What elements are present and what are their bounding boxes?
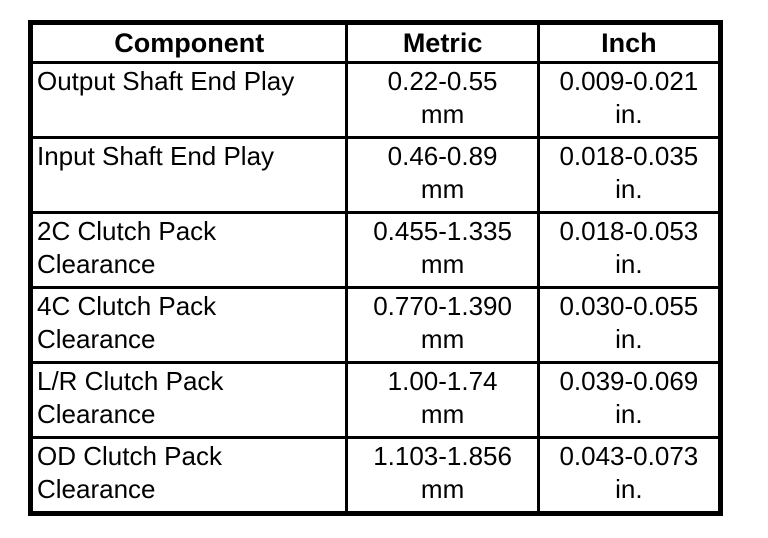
component-label: 2C Clutch Pack Clearance (37, 216, 217, 279)
table-row: L/R Clutch Pack Clearance 1.00-1.74 mm 0… (28, 361, 723, 439)
component-label: OD Clutch Pack Clearance (37, 441, 222, 504)
metric-value: 0.46-0.89 (387, 141, 498, 171)
component-cell: Output Shaft End Play (28, 61, 349, 139)
component-cell: OD Clutch Pack Clearance (28, 436, 349, 515)
component-cell: 2C Clutch Pack Clearance (28, 211, 349, 289)
inch-cell: 0.009-0.021 in. (536, 61, 723, 139)
metric-unit: mm (420, 474, 465, 504)
inch-cell: 0.018-0.053 in. (536, 211, 723, 289)
column-header-metric: Metric (345, 21, 540, 64)
metric-cell: 0.22-0.55 mm (345, 61, 540, 139)
inch-value: 0.018-0.053 (559, 216, 699, 246)
table-row: Output Shaft End Play 0.22-0.55 mm 0.009… (28, 61, 723, 139)
metric-value: 0.455-1.335 (373, 216, 512, 246)
inch-unit: in. (615, 99, 643, 129)
inch-cell: 0.039-0.069 in. (536, 361, 723, 439)
inch-value: 0.043-0.073 (559, 441, 699, 471)
metric-cell: 1.103-1.856 mm (345, 436, 540, 515)
component-cell: 4C Clutch Pack Clearance (28, 286, 349, 364)
component-cell: Input Shaft End Play (28, 136, 349, 214)
inch-unit: in. (615, 324, 643, 354)
inch-unit: in. (615, 399, 643, 429)
table-body: Output Shaft End Play 0.22-0.55 mm 0.009… (28, 61, 723, 515)
inch-cell: 0.043-0.073 in. (536, 436, 723, 515)
component-label: Input Shaft End Play (37, 141, 275, 171)
column-header-component: Component (28, 21, 349, 64)
metric-cell: 0.46-0.89 mm (345, 136, 540, 214)
metric-value: 1.00-1.74 (387, 366, 498, 396)
inch-cell: 0.030-0.055 in. (536, 286, 723, 364)
inch-value: 0.018-0.035 (559, 141, 699, 171)
table-row: 2C Clutch Pack Clearance 0.455-1.335 mm … (28, 211, 723, 289)
header-row: Component Metric Inch (28, 21, 723, 64)
specifications-table: Component Metric Inch Output Shaft End P… (28, 20, 723, 516)
table-row: 4C Clutch Pack Clearance 0.770-1.390 mm … (28, 286, 723, 364)
metric-cell: 1.00-1.74 mm (345, 361, 540, 439)
inch-value: 0.030-0.055 (559, 291, 699, 321)
inch-value: 0.039-0.069 (559, 366, 699, 396)
component-label: L/R Clutch Pack Clearance (37, 366, 224, 429)
metric-cell: 0.455-1.335 mm (345, 211, 540, 289)
inch-value: 0.009-0.021 (559, 66, 699, 96)
metric-value: 0.770-1.390 (373, 291, 512, 321)
metric-unit: mm (420, 399, 465, 429)
table-row: Input Shaft End Play 0.46-0.89 mm 0.018-… (28, 136, 723, 214)
component-label: Output Shaft End Play (37, 66, 295, 96)
metric-value: 0.22-0.55 (387, 66, 498, 96)
metric-unit: mm (420, 324, 465, 354)
inch-unit: in. (615, 174, 643, 204)
metric-unit: mm (420, 174, 465, 204)
component-cell: L/R Clutch Pack Clearance (28, 361, 349, 439)
column-header-inch: Inch (536, 21, 723, 64)
inch-unit: in. (615, 474, 643, 504)
inch-cell: 0.018-0.035 in. (536, 136, 723, 214)
table-row: OD Clutch Pack Clearance 1.103-1.856 mm … (28, 436, 723, 515)
metric-unit: mm (420, 249, 465, 279)
component-label: 4C Clutch Pack Clearance (37, 291, 217, 354)
metric-unit: mm (420, 99, 465, 129)
metric-cell: 0.770-1.390 mm (345, 286, 540, 364)
metric-value: 1.103-1.856 (373, 441, 512, 471)
inch-unit: in. (615, 249, 643, 279)
